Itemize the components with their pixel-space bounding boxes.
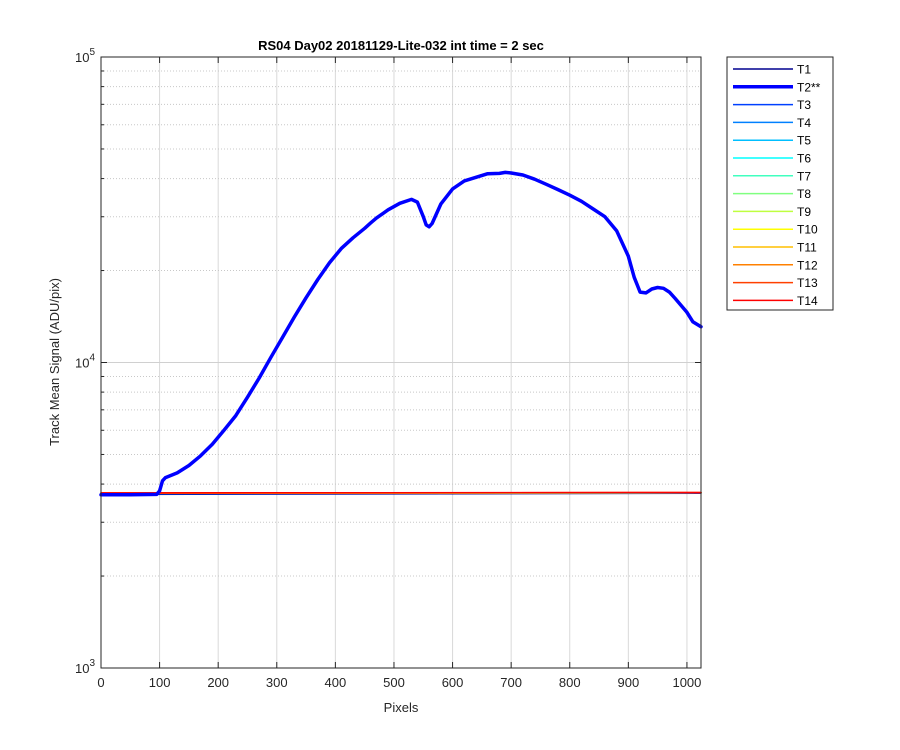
tick-labels: 0 100 200 300 400 500 600 700 800 900 100010310410…: [75, 47, 701, 690]
x-tick-label: 300: [266, 675, 288, 690]
y-tick-label-base: 10: [75, 50, 89, 65]
series-line-t2: [99, 170, 703, 497]
y-tick-label-exponent: 3: [89, 658, 95, 669]
x-tick-label: 900: [617, 675, 639, 690]
x-tick-label: 400: [325, 675, 347, 690]
legend-label: T7: [797, 169, 811, 183]
legend-label: T5: [797, 134, 811, 148]
legend: T1 T2** T3 T4 T5 T6 T7 T8 T9 T10 T11 T12 T13 T14: [726, 56, 834, 311]
y-tick-label: 104: [75, 353, 95, 371]
y-tick-label: 103: [75, 658, 95, 676]
legend-box: [726, 56, 834, 311]
legend-label: T9: [797, 205, 811, 219]
y-tick-label: 105: [75, 47, 95, 65]
y-tick-label-base: 10: [75, 356, 89, 371]
legend-label: T3: [797, 98, 811, 112]
legend-label: T12: [797, 258, 818, 272]
legend-items: T1 T2** T3 T4 T5 T6 T7 T8 T9 T10 T11 T12 T13 T14: [733, 63, 821, 308]
legend-label: T2**: [797, 80, 821, 94]
chart-title: RS04 Day02 20181129-Lite-032 int time = …: [258, 38, 544, 53]
legend-label: T4: [797, 116, 811, 130]
x-tick-label: 600: [442, 675, 464, 690]
x-tick-label: 0: [97, 675, 104, 690]
legend-label: T13: [797, 276, 818, 290]
x-tick-label: 800: [559, 675, 581, 690]
series-layer: [99, 170, 703, 497]
legend-label: T10: [797, 223, 818, 237]
y-tick-label-exponent: 5: [89, 47, 95, 58]
grid: [101, 57, 701, 668]
x-axis-label: Pixels: [384, 700, 419, 715]
x-tick-label: 200: [207, 675, 229, 690]
ticks: [100, 56, 701, 669]
x-tick-label: 500: [383, 675, 405, 690]
y-tick-label-base: 10: [75, 661, 89, 676]
legend-label: T11: [797, 241, 817, 255]
x-tick-label: 100: [149, 675, 171, 690]
y-tick-label-exponent: 4: [89, 353, 95, 364]
legend-label: T1: [797, 63, 811, 77]
legend-label: T6: [797, 152, 811, 166]
x-tick-label: 700: [500, 675, 522, 690]
legend-label: T14: [797, 294, 818, 308]
x-tick-label: 1000: [672, 675, 701, 690]
legend-label: T8: [797, 187, 811, 201]
y-axis-label: Track Mean Signal (ADU/pix): [47, 278, 62, 446]
